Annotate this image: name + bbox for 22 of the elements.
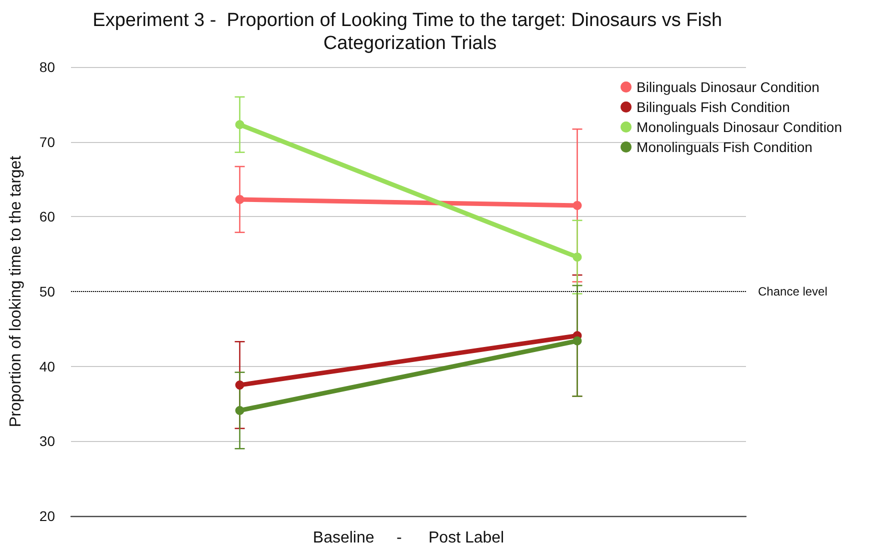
point [572,200,582,210]
point [572,252,582,262]
legend-label: Monolinguals Fish Condition [636,139,812,155]
y-tick-label: 80 [39,59,56,75]
y-axis-title: Proportion of looking time to the target [8,155,24,428]
x-axis-title: Baseline - Post Label [312,530,504,546]
y-tick-label: 60 [39,208,56,225]
ref-line-label: Chance level [758,284,828,298]
y-tick-label: 50 [39,284,56,300]
point [235,120,244,130]
point [235,380,244,390]
point [235,406,244,415]
legend-label: Bilinguals Fish Condition [636,99,790,115]
y-tick-label: 40 [39,358,56,374]
point [235,194,244,204]
y-tick-label: 70 [39,134,56,150]
y-tick-label: 30 [39,433,56,450]
y-tick-label: 20 [39,508,56,524]
legend-label: Bilinguals Dinosaur Condition [636,79,820,95]
point [572,336,582,346]
legend-label: Monolinguals Dinosaur Condition [636,119,842,135]
chart-title: Experiment 3 - Proportion of Looking Time to the target: Dinosaurs vs Fish Categorization Trials [92,10,728,54]
